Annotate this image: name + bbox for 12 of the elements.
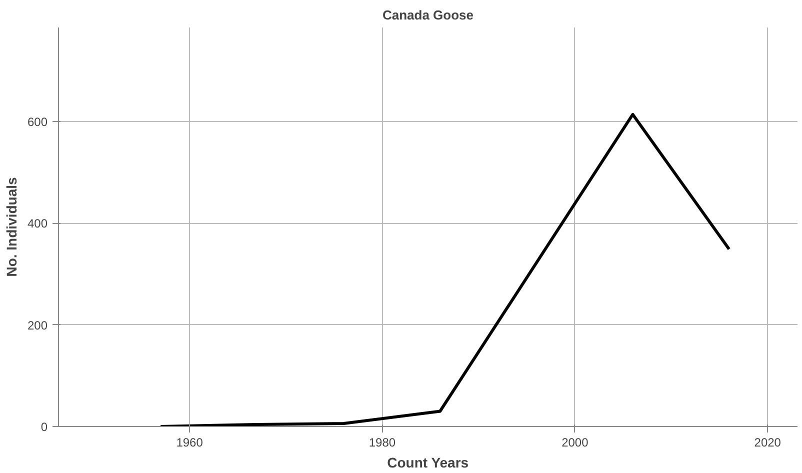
y-tick-label: 400 [27,216,48,231]
y-axis-title: No. Individuals [3,177,20,277]
x-tick-label: 1980 [368,436,396,450]
chart-title: Canada Goose [382,8,474,22]
x-axis-title: Count Years [387,454,469,470]
x-tick-label: 2000 [562,436,589,450]
line-series [159,112,731,426]
y-tick-label: 600 [27,115,48,130]
x-tick-label: 1960 [176,436,204,450]
y-tick-label: 0 [40,420,48,434]
x-tick-label: 2020 [754,436,782,450]
y-tick-label: 200 [27,318,48,332]
